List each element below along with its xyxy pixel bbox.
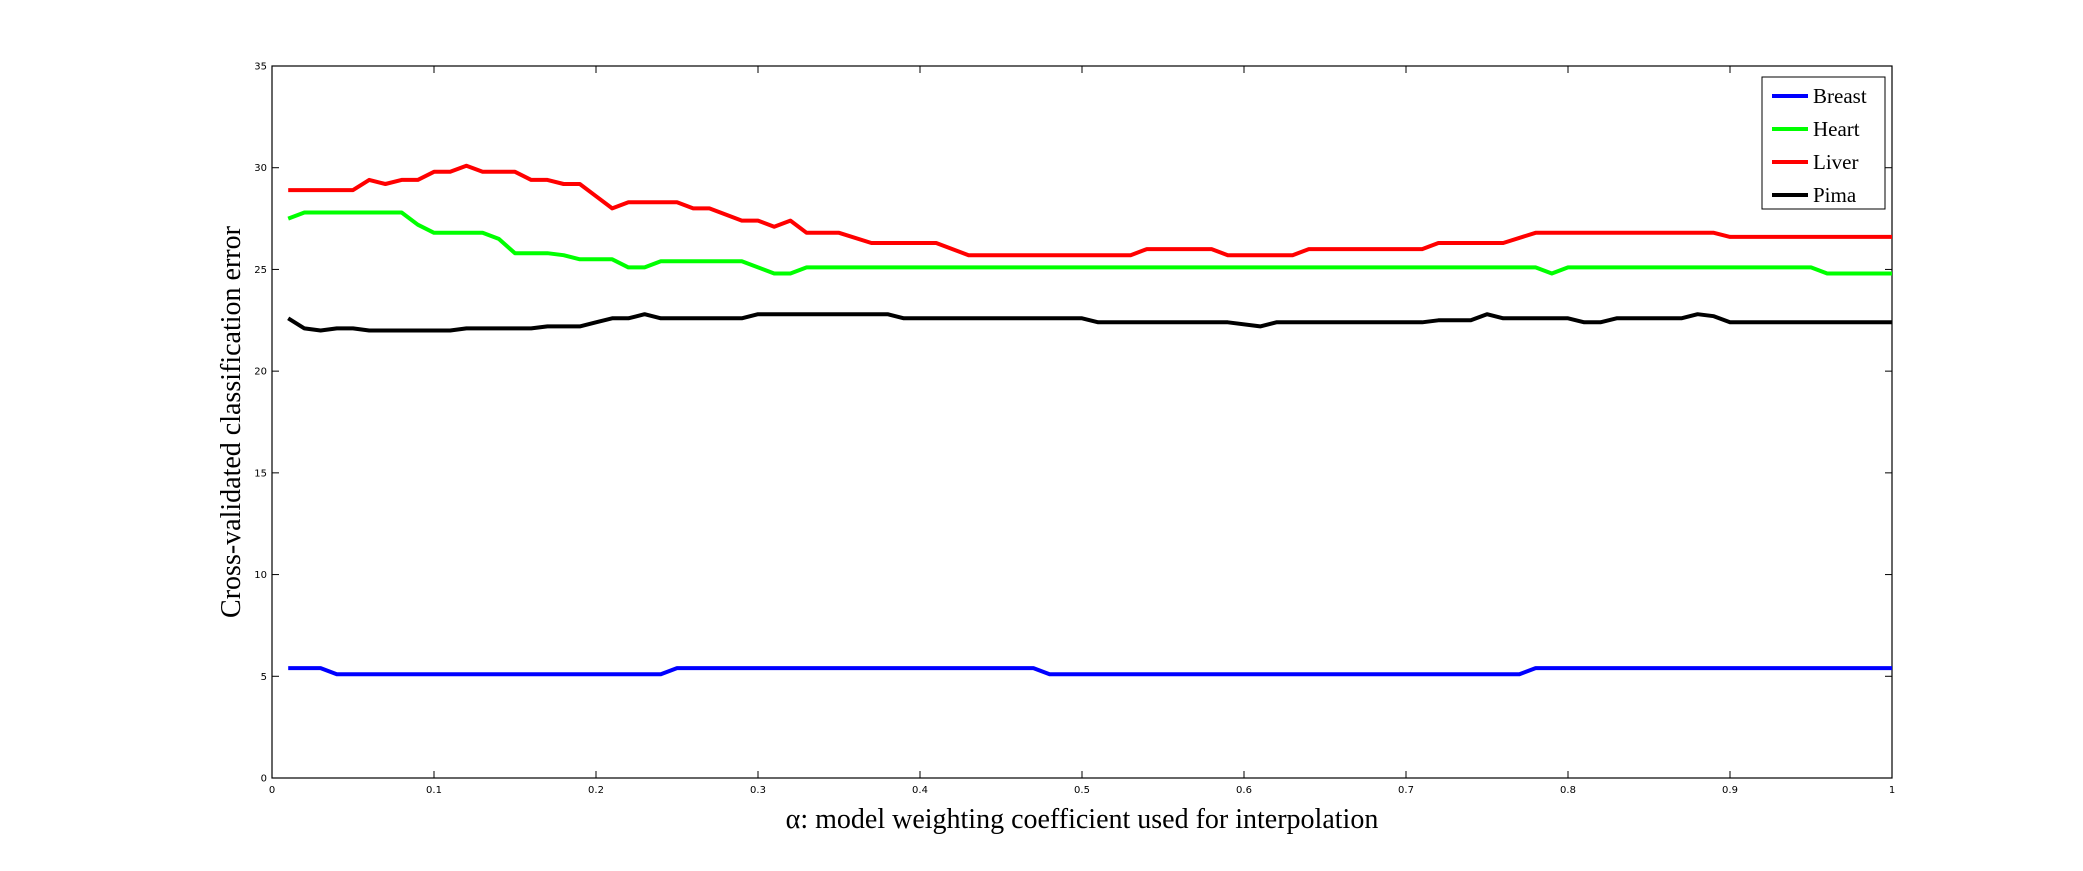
legend-label-heart: Heart	[1813, 117, 1860, 141]
y-tick-label: 5	[261, 672, 267, 683]
x-tick-label: 0.9	[1722, 785, 1738, 796]
y-axis-label: Cross-validated classification error	[216, 225, 247, 618]
x-tick-label: 0.3	[750, 785, 766, 796]
x-tick-label: 0.2	[588, 785, 604, 796]
series-line-heart	[287, 210, 1892, 276]
y-tick-label: 15	[254, 468, 267, 479]
x-tick-label: 0.7	[1398, 785, 1414, 796]
series-line-breast	[288, 666, 1892, 677]
x-tick-label: 1	[1889, 785, 1895, 796]
x-axis-label: α: model weighting coefficient used for …	[786, 804, 1379, 835]
series-line-liver	[288, 163, 1892, 258]
y-tick-label: 35	[254, 62, 267, 73]
y-tick-label: 25	[254, 265, 267, 276]
y-tick-label: 10	[254, 570, 267, 581]
series-layer	[287, 163, 1892, 677]
x-tick-label: 0	[269, 785, 275, 796]
legend-label-breast: Breast	[1813, 84, 1867, 108]
series-line-pima	[287, 312, 1892, 333]
plot-area	[271, 65, 1893, 779]
legend: Breast Heart Liver Pima	[1761, 76, 1886, 210]
y-tick-label: 30	[254, 163, 267, 174]
legend-label-pima: Pima	[1813, 183, 1857, 207]
x-tick-label: 0.5	[1074, 785, 1090, 796]
x-tick-label: 0.1	[426, 785, 442, 796]
axis-ticks: 0 0.1 0.2 0.3 0.4 0.5 0.6 0.7 0.8 0.9 105101520253…	[254, 62, 1895, 797]
x-tick-label: 0.4	[912, 785, 928, 796]
x-tick-label: 0.8	[1560, 785, 1576, 796]
y-tick-label: 0	[261, 774, 267, 785]
legend-label-liver: Liver	[1813, 150, 1858, 174]
y-tick-label: 20	[254, 367, 267, 378]
x-tick-label: 0.6	[1236, 785, 1252, 796]
legend-box	[1761, 76, 1886, 210]
